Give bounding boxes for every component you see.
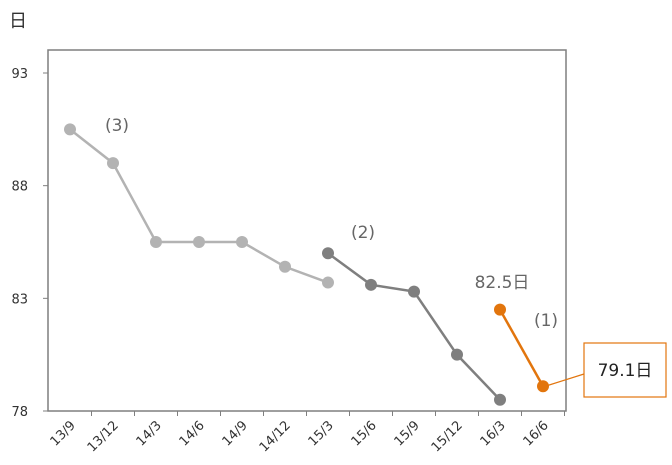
y-axis-unit-label: 日 bbox=[9, 11, 27, 32]
series-label-3: (3) bbox=[105, 116, 129, 136]
x-tick-label: 15/9 bbox=[392, 418, 423, 449]
y-tick-label: 83 bbox=[11, 292, 28, 307]
data-point bbox=[107, 157, 119, 169]
data-point bbox=[150, 236, 162, 248]
x-tick-label: 14/6 bbox=[177, 418, 208, 449]
x-axis: 13/9 13/12 14/3 14/6 14/9 14/12 15/3 15/6 15/9 15… bbox=[48, 411, 565, 455]
x-tick-label: 13/12 bbox=[85, 418, 122, 455]
data-point bbox=[236, 236, 248, 248]
data-point bbox=[494, 394, 506, 406]
x-tick-label: 15/3 bbox=[306, 418, 337, 449]
x-tick-label: 14/3 bbox=[134, 418, 165, 449]
y-tick-label: 88 bbox=[11, 180, 28, 195]
end-value-label: 79.1日 bbox=[598, 361, 653, 381]
data-point bbox=[408, 286, 420, 298]
x-tick-label: 16/6 bbox=[521, 418, 552, 449]
x-tick-label: 14/9 bbox=[220, 418, 251, 449]
data-point bbox=[451, 349, 463, 361]
y-tick-label: 78 bbox=[11, 405, 28, 420]
plot-area bbox=[48, 50, 566, 411]
data-point bbox=[193, 236, 205, 248]
series-label-2: (2) bbox=[351, 223, 375, 243]
start-value-label: 82.5日 bbox=[475, 273, 530, 293]
x-tick-label: 15/6 bbox=[349, 418, 380, 449]
y-tick-label: 93 bbox=[11, 67, 28, 82]
data-point bbox=[322, 247, 334, 259]
data-point bbox=[365, 279, 377, 291]
x-tick-label: 14/12 bbox=[257, 418, 294, 455]
data-point bbox=[322, 277, 334, 289]
data-point bbox=[494, 304, 506, 316]
y-axis: 78 83 88 93 bbox=[11, 67, 48, 420]
data-point bbox=[279, 261, 291, 273]
series-label-1: (1) bbox=[534, 311, 558, 331]
x-tick-label: 16/3 bbox=[478, 418, 509, 449]
data-point bbox=[64, 123, 76, 135]
x-tick-label: 15/12 bbox=[429, 418, 466, 455]
x-tick-label: 13/9 bbox=[48, 418, 79, 449]
